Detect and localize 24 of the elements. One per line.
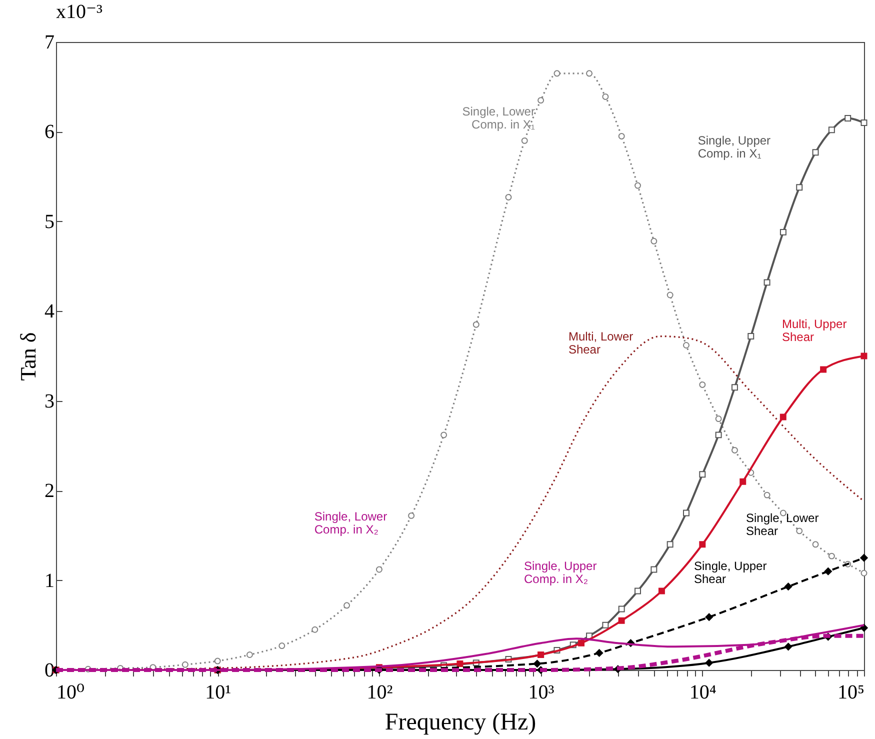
text: Single, Upper Comp. in X₂ xyxy=(524,558,597,586)
y-tick-label: 2 xyxy=(44,480,54,502)
text: Single, Upper Comp. in X₁ xyxy=(698,133,771,160)
y-tick-label: 1 xyxy=(44,570,54,592)
y-tick-label: 6 xyxy=(44,121,54,144)
y-axis-title: Tan δ xyxy=(16,332,40,381)
x-tick-label: 10³ xyxy=(528,682,554,704)
x-tick-label: 10⁰ xyxy=(56,682,85,704)
series-label: Multi, Lower Shear xyxy=(568,329,634,356)
x-tick-label: 10² xyxy=(366,682,393,704)
series-label: Single, Lower Comp. in X₁ xyxy=(462,104,535,132)
text: Single, Lower Shear xyxy=(746,510,819,538)
text: Single, Lower Comp. in X₂ xyxy=(314,510,388,537)
text: x10⁻³ xyxy=(56,1,103,23)
y-tick-label: 5 xyxy=(44,210,54,233)
y-tick-label: 7 xyxy=(44,32,54,54)
x-tick-label: 10¹ xyxy=(205,682,232,704)
series-label: Multi, Upper Shear xyxy=(782,317,847,344)
x-tick-label: 10⁴ xyxy=(689,682,716,704)
y-tick-label: 4 xyxy=(44,300,54,323)
text: Single, Upper Shear xyxy=(694,558,767,586)
x-tick-label: 10⁵ xyxy=(838,682,864,704)
y-tick-label: 3 xyxy=(44,390,54,412)
x-axis-title: Frequency (Hz) xyxy=(384,710,536,736)
